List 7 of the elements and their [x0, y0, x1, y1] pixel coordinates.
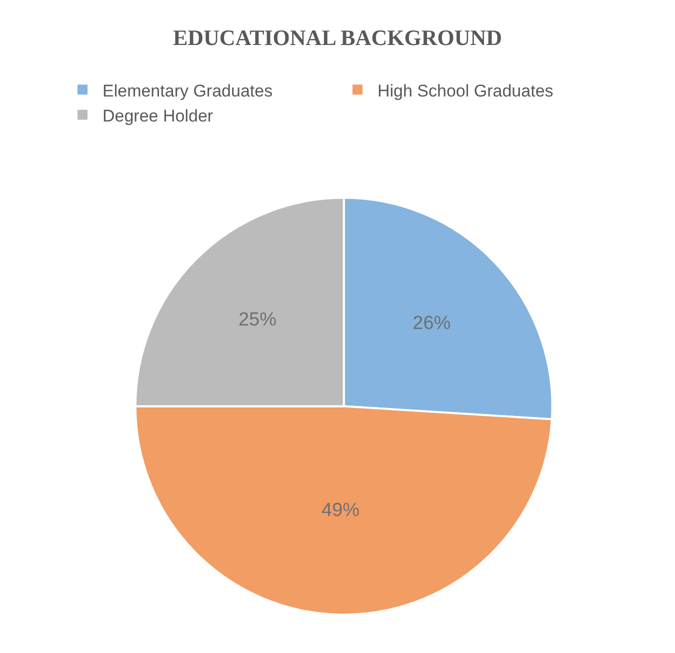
data-label: 49% [322, 500, 360, 521]
data-label: 25% [238, 309, 277, 330]
legend-label: Degree Holder [102, 106, 214, 126]
legend-label: High School Graduates [378, 81, 554, 100]
legend-label: Elementary Graduates [102, 81, 273, 100]
chart-title: EDUCATIONAL BACKGROUND [172, 24, 502, 50]
data-label: 26% [412, 313, 451, 334]
